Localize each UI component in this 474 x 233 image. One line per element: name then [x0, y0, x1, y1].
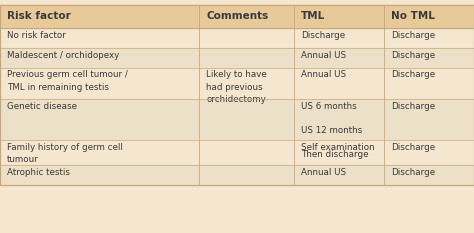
Text: Comments: Comments — [206, 11, 268, 21]
Bar — [0, 48, 474, 68]
Bar — [0, 68, 474, 99]
Bar — [0, 28, 474, 48]
Text: Maldescent / orchidopexy: Maldescent / orchidopexy — [7, 51, 119, 60]
Text: No TML: No TML — [391, 11, 435, 21]
Bar — [0, 99, 474, 140]
Text: No risk factor: No risk factor — [7, 31, 66, 40]
Text: Likely to have
had previous
orchidectomy: Likely to have had previous orchidectomy — [206, 70, 267, 104]
Bar — [0, 165, 474, 185]
Text: Risk factor: Risk factor — [7, 11, 71, 21]
Bar — [0, 5, 474, 185]
Text: Discharge: Discharge — [391, 51, 435, 60]
Text: Self examination: Self examination — [301, 143, 374, 152]
Text: TML: TML — [301, 11, 325, 21]
Text: Annual US: Annual US — [301, 51, 346, 60]
Text: Discharge: Discharge — [391, 31, 435, 40]
Text: Family history of germ cell
tumour: Family history of germ cell tumour — [7, 143, 123, 164]
Text: Discharge: Discharge — [391, 143, 435, 152]
Text: Annual US: Annual US — [301, 70, 346, 79]
Text: US 6 months

US 12 months

Then discharge: US 6 months US 12 months Then discharge — [301, 102, 368, 159]
Text: Discharge: Discharge — [391, 168, 435, 177]
Text: Discharge: Discharge — [391, 102, 435, 111]
Text: Atrophic testis: Atrophic testis — [7, 168, 70, 177]
Bar — [0, 140, 474, 165]
Bar — [0, 5, 474, 28]
Text: Discharge: Discharge — [391, 70, 435, 79]
Text: Discharge: Discharge — [301, 31, 345, 40]
Text: Annual US: Annual US — [301, 168, 346, 177]
Text: Genetic disease: Genetic disease — [7, 102, 77, 111]
Text: Previous germ cell tumour /
TML in remaining testis: Previous germ cell tumour / TML in remai… — [7, 70, 128, 92]
